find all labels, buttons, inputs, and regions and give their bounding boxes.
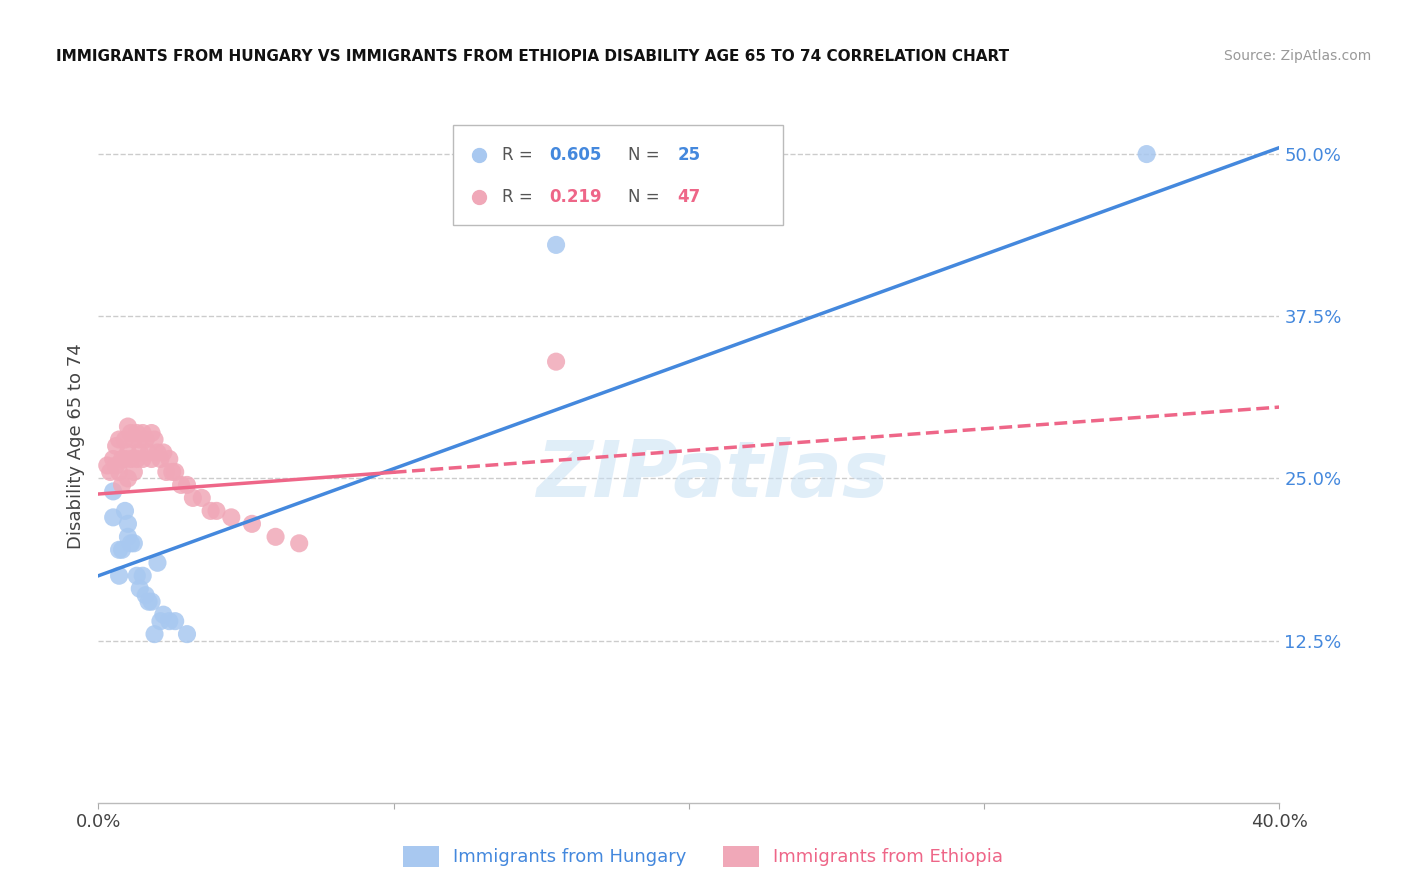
Point: [117, 516, 139, 531]
Text: R =: R =: [502, 188, 544, 206]
Point: [149, 452, 172, 467]
Point: [181, 491, 204, 505]
Point: [219, 510, 242, 524]
Point: [135, 588, 157, 602]
Point: [149, 614, 172, 628]
Point: [205, 504, 228, 518]
Point: [103, 484, 125, 499]
Point: [108, 568, 131, 582]
Point: [546, 238, 568, 252]
Text: 0.605: 0.605: [550, 146, 602, 164]
Point: [240, 516, 263, 531]
Point: [122, 536, 145, 550]
Point: [132, 452, 155, 467]
Point: [111, 542, 134, 557]
Point: [114, 504, 136, 518]
Point: [288, 536, 311, 550]
Point: [103, 452, 125, 467]
Point: [132, 568, 155, 582]
Point: [105, 439, 128, 453]
Point: [1135, 147, 1157, 161]
Point: [141, 425, 163, 440]
Point: [108, 433, 131, 447]
Legend: Immigrants from Hungary, Immigrants from Ethiopia: Immigrants from Hungary, Immigrants from…: [395, 838, 1011, 874]
Point: [165, 614, 187, 628]
Text: R =: R =: [502, 146, 538, 164]
Point: [96, 458, 118, 473]
Point: [264, 530, 287, 544]
Point: [105, 458, 128, 473]
Point: [143, 627, 166, 641]
Point: [157, 614, 180, 628]
Text: 47: 47: [678, 188, 700, 206]
Point: [128, 445, 150, 459]
Point: [108, 542, 131, 557]
Point: [138, 595, 160, 609]
Point: [117, 530, 139, 544]
Point: [122, 433, 145, 447]
Point: [135, 433, 157, 447]
Point: [146, 556, 169, 570]
Point: [141, 595, 163, 609]
Text: ZIPatlas: ZIPatlas: [537, 436, 889, 513]
Point: [122, 465, 145, 479]
Point: [128, 582, 150, 596]
Point: [141, 452, 163, 467]
Text: 25: 25: [678, 146, 700, 164]
Point: [152, 445, 174, 459]
Point: [138, 445, 160, 459]
Point: [146, 445, 169, 459]
Point: [176, 627, 198, 641]
Point: [125, 425, 148, 440]
Point: [132, 425, 155, 440]
Point: [117, 445, 139, 459]
FancyBboxPatch shape: [453, 125, 783, 225]
Point: [114, 433, 136, 447]
Point: [128, 433, 150, 447]
Point: [125, 568, 148, 582]
Text: 0.219: 0.219: [550, 188, 602, 206]
Point: [546, 354, 568, 368]
Text: N =: N =: [627, 188, 665, 206]
Point: [108, 465, 131, 479]
Text: N =: N =: [627, 146, 665, 164]
Point: [165, 465, 187, 479]
Point: [120, 452, 142, 467]
Point: [152, 607, 174, 622]
Point: [125, 452, 148, 467]
Point: [98, 465, 121, 479]
Point: [155, 465, 177, 479]
Point: [111, 478, 134, 492]
Point: [157, 452, 180, 467]
Point: [200, 504, 222, 518]
Point: [120, 425, 142, 440]
Point: [103, 510, 125, 524]
Point: [143, 433, 166, 447]
Point: [117, 419, 139, 434]
Text: IMMIGRANTS FROM HUNGARY VS IMMIGRANTS FROM ETHIOPIA DISABILITY AGE 65 TO 74 CORR: IMMIGRANTS FROM HUNGARY VS IMMIGRANTS FR…: [56, 49, 1010, 64]
Point: [117, 471, 139, 485]
Point: [170, 478, 193, 492]
Point: [114, 452, 136, 467]
Point: [120, 536, 142, 550]
Point: [176, 478, 198, 492]
Y-axis label: Disability Age 65 to 74: Disability Age 65 to 74: [66, 343, 84, 549]
Point: [162, 465, 183, 479]
Point: [111, 452, 134, 467]
Text: Source: ZipAtlas.com: Source: ZipAtlas.com: [1223, 49, 1371, 63]
Point: [191, 491, 214, 505]
